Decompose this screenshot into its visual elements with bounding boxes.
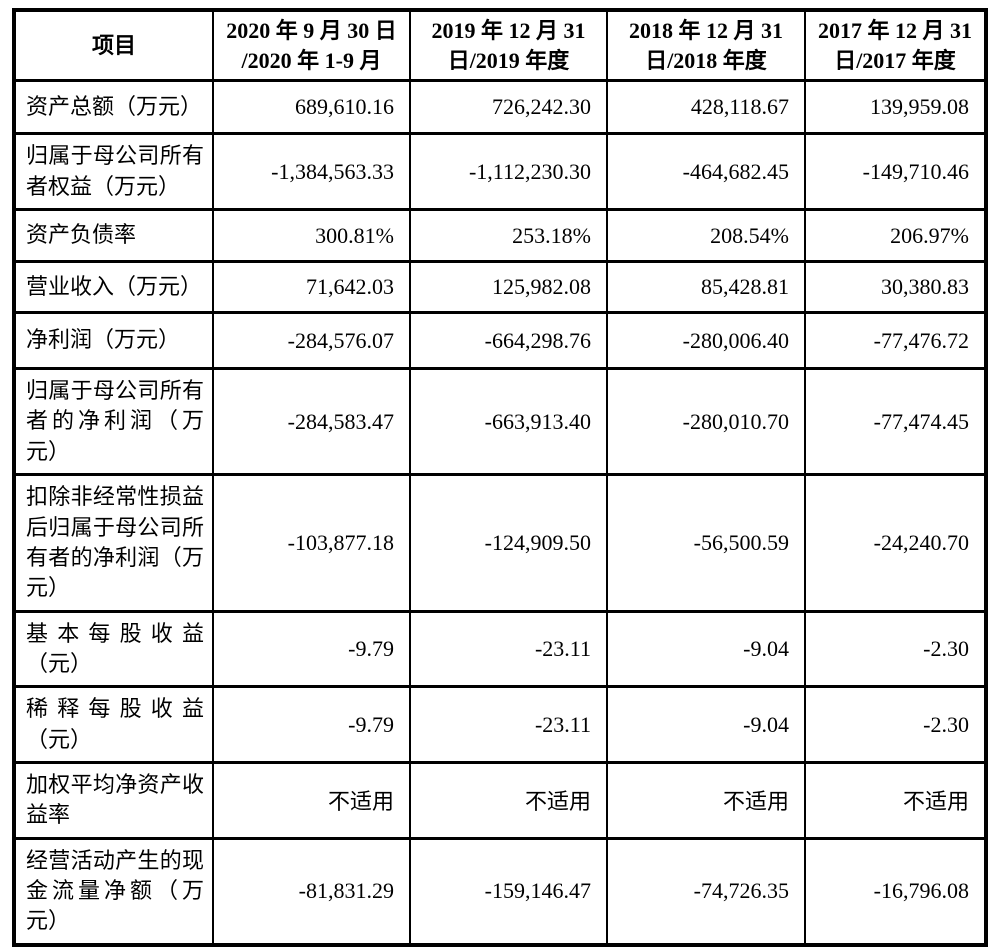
cell-value: 689,610.16 <box>212 79 411 136</box>
row-label: 归属于母公司所有者的净利润（万元） <box>13 367 214 477</box>
table-row-basic-eps: 基本每股收益（元） -9.79 -23.11 -9.04 -2.30 <box>13 609 987 689</box>
header-period-2020: 2020 年 9 月 30 日 /2020 年 1-9 月 <box>212 8 411 83</box>
table-row-debt-ratio: 资产负债率 300.81% 253.18% 208.54% 206.97% <box>13 208 987 264</box>
cell-value: -663,913.40 <box>409 367 608 477</box>
header-period-2018: 2018 年 12 月 31 日/2018 年度 <box>606 8 806 83</box>
cell-value: -664,298.76 <box>409 311 608 371</box>
cell-value: -284,576.07 <box>212 311 411 371</box>
table-row-parent-equity: 归属于母公司所有者权益（万元） -1,384,563.33 -1,112,230… <box>13 132 987 212</box>
row-label: 营业收入（万元） <box>13 260 214 315</box>
header-period-line: 2020 年 9 月 30 日 <box>226 18 397 43</box>
cell-value: -103,877.18 <box>212 473 411 613</box>
cell-value: -77,476.72 <box>804 311 987 371</box>
header-period-line: 日/2019 年度 <box>447 47 570 73</box>
cell-value: -1,112,230.30 <box>409 132 608 212</box>
cell-value: -9.79 <box>212 685 411 765</box>
row-label: 加权平均净资产收益率 <box>13 761 214 840</box>
document-page: 项目 2020 年 9 月 30 日 /2020 年 1-9 月 2019 年 … <box>12 8 988 947</box>
cell-value: -23.11 <box>409 685 608 765</box>
cell-value: -9.04 <box>606 609 806 689</box>
cell-value: -280,010.70 <box>606 367 806 477</box>
header-period-line: 日/2017 年度 <box>834 47 956 73</box>
cell-value: -74,726.35 <box>606 836 806 947</box>
table-row-diluted-eps: 稀释每股收益（元） -9.79 -23.11 -9.04 -2.30 <box>13 685 987 765</box>
cell-value: 85,428.81 <box>606 260 806 315</box>
header-period-2017: 2017 年 12 月 31 日/2017 年度 <box>804 8 987 83</box>
cell-value: 428,118.67 <box>606 79 806 136</box>
cell-value: -149,710.46 <box>804 132 987 212</box>
table-row-net-profit: 净利润（万元） -284,576.07 -664,298.76 -280,006… <box>13 311 987 371</box>
cell-value: -77,474.45 <box>804 367 987 477</box>
header-period-line: 2017 年 12 月 31 <box>817 18 972 43</box>
table-row-operating-cash-flow: 经营活动产生的现金流量净额（万元） -81,831.29 -159,146.47… <box>13 836 987 947</box>
row-label: 扣除非经常性损益后归属于母公司所有者的净利润（万元） <box>13 473 214 613</box>
cell-value: 300.81% <box>212 208 411 264</box>
row-label: 归属于母公司所有者权益（万元） <box>13 132 214 212</box>
cell-value: -81,831.29 <box>212 836 411 947</box>
row-label: 资产总额（万元） <box>13 79 214 136</box>
table-row-weighted-avg-roe: 加权平均净资产收益率 不适用 不适用 不适用 不适用 <box>13 761 987 840</box>
cell-value: -280,006.40 <box>606 311 806 371</box>
table-row-total-assets: 资产总额（万元） 689,610.16 726,242.30 428,118.6… <box>13 79 987 136</box>
row-label: 稀释每股收益（元） <box>13 685 214 765</box>
cell-value: -9.04 <box>606 685 806 765</box>
header-period-line: /2020 年 1-9 月 <box>241 47 382 73</box>
table-row-parent-net-profit: 归属于母公司所有者的净利润（万元） -284,583.47 -663,913.4… <box>13 367 987 477</box>
financial-summary-table: 项目 2020 年 9 月 30 日 /2020 年 1-9 月 2019 年 … <box>12 8 988 947</box>
cell-value: 不适用 <box>212 761 411 840</box>
header-period-line: 2018 年 12 月 31 <box>628 18 783 43</box>
cell-value: -23.11 <box>409 609 608 689</box>
cell-value: -2.30 <box>804 609 987 689</box>
cell-value: 不适用 <box>409 761 608 840</box>
cell-value: -464,682.45 <box>606 132 806 212</box>
cell-value: 125,982.08 <box>409 260 608 315</box>
cell-value: 71,642.03 <box>212 260 411 315</box>
cell-value: 726,242.30 <box>409 79 608 136</box>
row-label: 经营活动产生的现金流量净额（万元） <box>13 836 214 947</box>
cell-value: 不适用 <box>804 761 987 840</box>
header-period-line: 日/2018 年度 <box>645 47 767 73</box>
cell-value: 不适用 <box>606 761 806 840</box>
cell-value: -124,909.50 <box>409 473 608 613</box>
cell-value: -1,384,563.33 <box>212 132 411 212</box>
cell-value: -9.79 <box>212 609 411 689</box>
cell-value: 206.97% <box>804 208 987 264</box>
cell-value: -24,240.70 <box>804 473 987 613</box>
row-label: 基本每股收益（元） <box>13 609 214 689</box>
cell-value: -284,583.47 <box>212 367 411 477</box>
cell-value: -56,500.59 <box>606 473 806 613</box>
header-item: 项目 <box>13 8 214 83</box>
cell-value: -16,796.08 <box>804 836 987 947</box>
cell-value: 139,959.08 <box>804 79 987 136</box>
cell-value: 30,380.83 <box>804 260 987 315</box>
header-row: 项目 2020 年 9 月 30 日 /2020 年 1-9 月 2019 年 … <box>13 8 987 83</box>
table-row-non-recurring-net-profit: 扣除非经常性损益后归属于母公司所有者的净利润（万元） -103,877.18 -… <box>13 473 987 613</box>
header-period-2019: 2019 年 12 月 31 日/2019 年度 <box>409 8 608 83</box>
header-period-line: 2019 年 12 月 31 <box>431 18 586 43</box>
cell-value: -2.30 <box>804 685 987 765</box>
cell-value: 253.18% <box>409 208 608 264</box>
row-label: 资产负债率 <box>13 208 214 264</box>
table-row-revenue: 营业收入（万元） 71,642.03 125,982.08 85,428.81 … <box>13 260 987 315</box>
cell-value: -159,146.47 <box>409 836 608 947</box>
cell-value: 208.54% <box>606 208 806 264</box>
row-label: 净利润（万元） <box>13 311 214 371</box>
